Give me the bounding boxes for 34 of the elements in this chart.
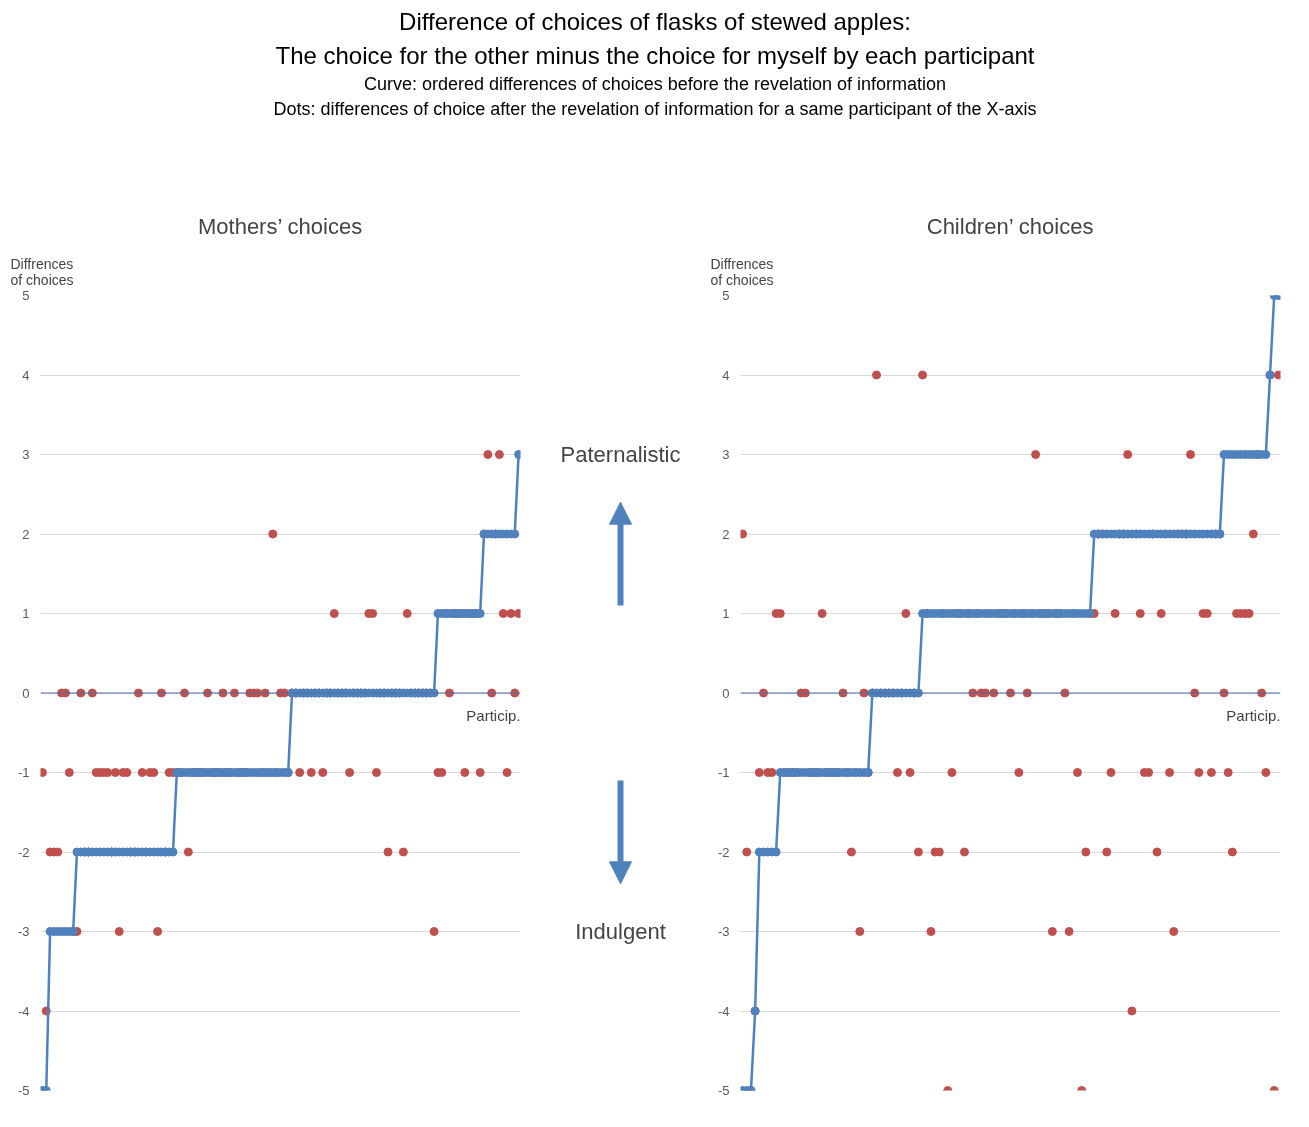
x-axis-title: Particip. (466, 707, 521, 724)
chart-title: Mothers’ choices (197, 213, 363, 239)
x-axis-title: Particip. (1226, 707, 1281, 724)
y-tick-label: 5 (722, 288, 730, 303)
y-tick-label: 5 (22, 288, 30, 303)
text: Curve: ordered differences of choices before the revelation of information (363, 73, 947, 97)
y-tick-label: 3 (22, 447, 30, 462)
text: Paternalistic (560, 442, 681, 467)
y-tick-label: -3 (17, 924, 30, 939)
y-tick-label: -3 (717, 924, 730, 939)
y-tick-label: 4 (22, 367, 30, 383)
y-tick-label: -5 (17, 1083, 30, 1098)
y-tick-label: 4 (722, 367, 730, 383)
text: Dots: differences of choice after the revelation of information for a same participant of the X-axis (273, 98, 1037, 122)
text: Indulgent (575, 919, 666, 944)
y-tick-label: -4 (17, 1003, 30, 1019)
text: Difference of choices of flasks of stewed apples: (398, 7, 912, 37)
y-tick-label: 0 (722, 685, 730, 701)
y-tick-label: 2 (722, 526, 730, 542)
chart-title: Children’ choices (926, 213, 1094, 239)
y-tick-label: -1 (717, 765, 730, 780)
y-tick-label: 1 (722, 606, 730, 621)
y-tick-label: -5 (717, 1083, 730, 1098)
y-axis-title: Diffrences of choices (10, 255, 74, 288)
y-tick-label: 2 (22, 526, 30, 542)
y-axis-title: Diffrences of choices (710, 255, 774, 288)
y-tick-label: -2 (717, 844, 730, 860)
text: The choice for the other minus the choice for myself by each participant (274, 40, 1036, 71)
y-tick-label: 3 (722, 447, 730, 462)
y-tick-label: 1 (22, 606, 30, 621)
y-tick-label: 0 (22, 685, 30, 701)
y-tick-label: -4 (717, 1003, 730, 1019)
y-tick-label: -1 (17, 765, 30, 780)
y-tick-label: -2 (17, 844, 30, 860)
